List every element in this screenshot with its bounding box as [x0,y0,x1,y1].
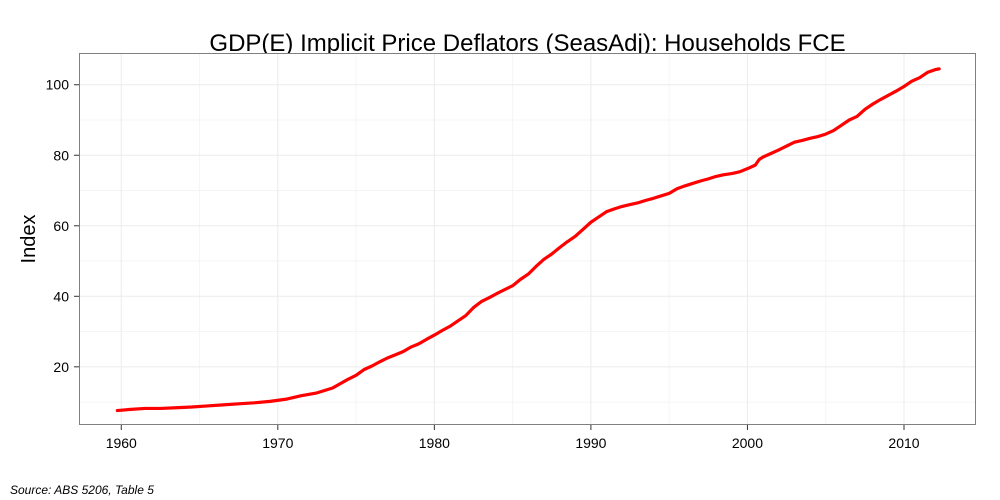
y-tick-label: 20 [53,359,69,375]
minor-gridlines [79,53,976,425]
panel-background [79,53,976,425]
x-tick-label: 1990 [575,435,606,451]
y-axis-title: Index [18,215,40,264]
x-tick-label: 2000 [732,435,763,451]
x-tick-label: 1980 [419,435,450,451]
x-tick-label: 1970 [262,435,293,451]
plot-panel [79,53,976,425]
y-tick-label: 40 [53,288,69,304]
y-tick-label: 100 [46,77,70,93]
major-gridlines [79,53,976,425]
panel-border-rect [79,53,976,425]
panel-border [79,53,976,425]
series-line [115,67,941,413]
axes: 1960 1970 1980 1990 2000 2010 20 40 60 80 100 [46,77,920,451]
x-tick-label: 1960 [106,435,137,451]
y-tick-label: 60 [53,218,69,234]
chart-title: GDP(E) Implicit Price Deflators (SeasAdj… [209,30,845,57]
y-tick-label: 80 [53,147,69,163]
source-caption: Source: ABS 5206, Table 5 [10,483,154,497]
x-tick-label: 2010 [888,435,919,451]
series-layer [115,67,941,413]
